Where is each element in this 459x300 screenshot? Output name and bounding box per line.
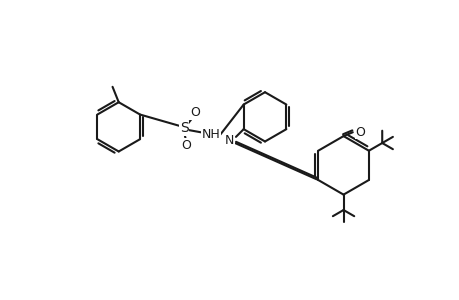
Text: S: S (179, 122, 188, 135)
Text: O: O (180, 139, 190, 152)
Text: N: N (224, 134, 234, 147)
Text: O: O (190, 106, 200, 119)
Text: NH: NH (202, 128, 220, 141)
Text: O: O (355, 126, 364, 139)
